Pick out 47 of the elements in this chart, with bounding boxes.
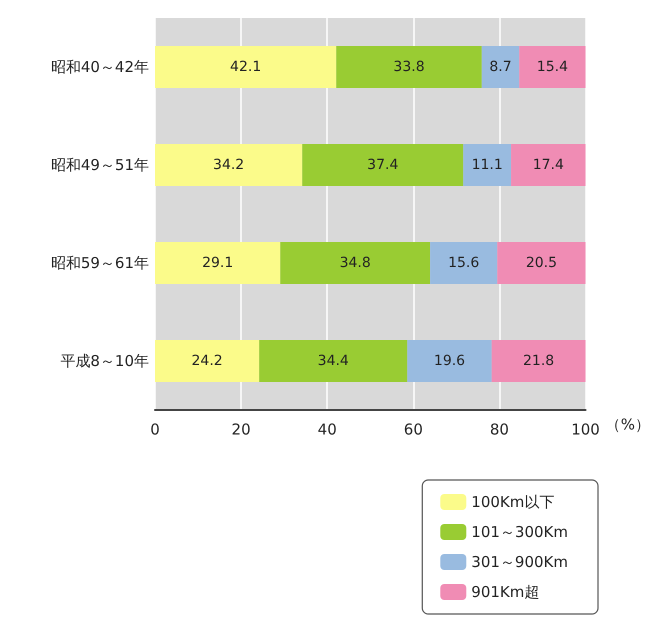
bar	[430, 242, 498, 284]
bar	[407, 340, 492, 382]
x-tick-label: 60	[404, 420, 423, 438]
x-tick-label: 100	[571, 420, 600, 438]
y-tick-label: 昭和40～42年	[50, 58, 149, 76]
bar	[463, 144, 512, 186]
data-label: 24.2	[192, 353, 223, 369]
x-tick-label: 80	[490, 420, 509, 438]
data-label: 21.8	[523, 353, 554, 369]
bar	[259, 340, 408, 382]
bar	[492, 340, 586, 382]
y-tick-label: 平成8～10年	[60, 352, 149, 370]
data-label: 42.1	[230, 59, 262, 75]
bar	[155, 340, 260, 382]
bar	[519, 46, 586, 88]
legend-label: 100Km以下	[471, 493, 554, 511]
data-label: 34.8	[340, 255, 371, 271]
data-label: 17.4	[532, 157, 564, 173]
x-tick-label: 40	[318, 420, 337, 438]
data-label: 33.8	[393, 59, 425, 75]
data-label: 19.6	[434, 353, 466, 369]
data-label: 15.6	[448, 255, 480, 271]
data-label: 29.1	[202, 255, 234, 271]
bar	[155, 46, 336, 88]
data-label: 15.4	[536, 59, 568, 75]
data-label: 37.4	[367, 157, 398, 173]
data-label: 20.5	[526, 255, 557, 271]
y-tick-label: 昭和49～51年	[50, 156, 149, 174]
y-tick-label: 昭和59～61年	[50, 254, 149, 272]
x-tick-label: 0	[150, 420, 160, 438]
bar	[482, 46, 520, 88]
bar	[336, 46, 482, 88]
x-tick-label: 20	[232, 420, 251, 438]
x-axis-title: （%）	[606, 416, 650, 434]
legend-label: 301～900Km	[471, 553, 568, 571]
bar	[280, 242, 430, 284]
data-label: 8.7	[489, 59, 512, 75]
data-label: 34.2	[213, 157, 244, 173]
bar	[302, 144, 464, 186]
bar	[497, 242, 586, 284]
bar	[155, 144, 302, 186]
legend-label: 101～300Km	[471, 523, 568, 541]
bar	[155, 242, 280, 284]
data-label: 34.4	[318, 353, 349, 369]
data-label: 11.1	[472, 157, 503, 173]
bar	[511, 144, 586, 186]
legend-label: 901Km超	[471, 583, 540, 601]
